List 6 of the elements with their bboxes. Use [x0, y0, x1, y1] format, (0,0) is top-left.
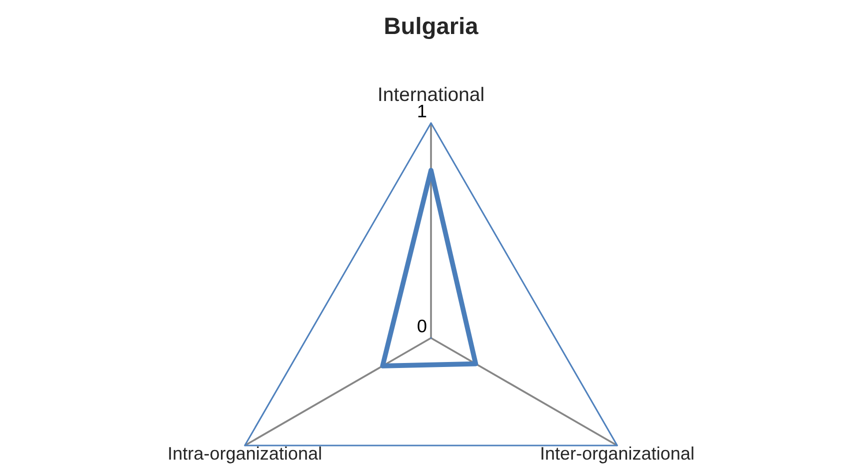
spoke-label: International	[379, 86, 484, 102]
chart-title: Bulgaria	[385, 16, 478, 40]
spoke-label: Inter-organizational	[542, 446, 694, 464]
spoke-label: Intra-organizational	[169, 446, 321, 464]
y-tick-label: 1	[418, 104, 426, 118]
y-tick-label: 0	[418, 320, 426, 332]
